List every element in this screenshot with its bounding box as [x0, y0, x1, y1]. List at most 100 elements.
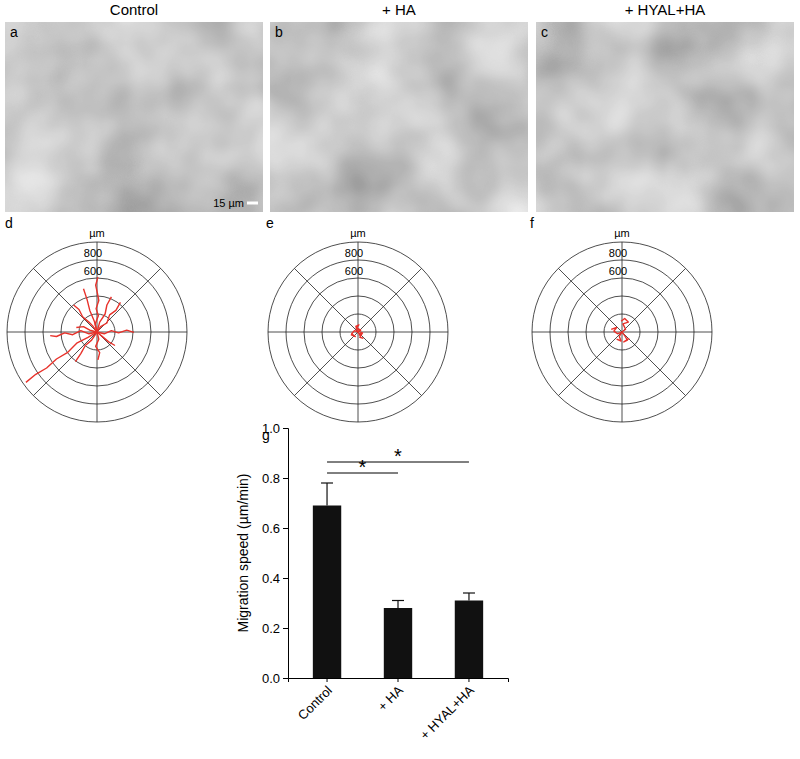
ring: [532, 242, 712, 422]
bar: [313, 506, 341, 679]
micrograph: [270, 22, 528, 212]
micrograph: [5, 22, 263, 212]
significance-label: *: [359, 456, 367, 478]
tick-label: 0.0: [262, 671, 280, 686]
ring-label: 600: [345, 265, 363, 277]
panel-title: + HYAL+HA: [625, 1, 706, 18]
error-cap: [392, 600, 404, 601]
unit-label: µm: [614, 227, 630, 239]
ring: [304, 278, 412, 386]
x-axis: Control + HA + HYAL+HA: [289, 678, 509, 743]
error-stem: [397, 601, 398, 609]
error-bar: [463, 593, 475, 601]
tick: 0.2: [262, 621, 288, 636]
panel-letter: c: [541, 24, 548, 40]
track: [95, 277, 99, 332]
track: [50, 331, 97, 337]
bar-chart: 0.00.20.40.60.81.0Control+ HA+ HYAL+HA**…: [235, 421, 509, 743]
track: [622, 332, 629, 342]
tracks: [611, 319, 629, 342]
track: [97, 302, 120, 332]
ring: [43, 278, 151, 386]
ring: [268, 242, 448, 422]
error-bar: [392, 601, 404, 609]
ring-label: 600: [84, 265, 102, 277]
track: [621, 319, 628, 333]
track: [358, 332, 363, 338]
track: [355, 325, 359, 332]
significance-label: *: [394, 445, 402, 467]
tick-mark: [327, 678, 328, 682]
track: [351, 331, 358, 337]
unit-label: µm: [350, 227, 366, 239]
track: [76, 327, 97, 332]
tick-label: 0.2: [262, 621, 280, 636]
spoke: [558, 268, 685, 395]
ring: [568, 278, 676, 386]
tick-mark: [283, 628, 288, 629]
y-axis: 0.00.20.40.60.81.0: [262, 421, 289, 686]
tick-label: + HYAL+HA: [417, 683, 477, 743]
spoke: [33, 268, 160, 395]
ring: [586, 296, 658, 368]
track: [84, 289, 98, 332]
error-cap: [321, 482, 333, 483]
y-axis-title: Migration speed (µm/min): [235, 473, 251, 632]
ring-label: 600: [609, 265, 627, 277]
scale-bar-label: 15 µm: [213, 197, 244, 209]
track: [611, 328, 622, 334]
track: [96, 332, 100, 360]
polar-plot: [268, 242, 448, 422]
tick-mark: [468, 678, 469, 682]
panel-letter: g: [262, 427, 270, 443]
panel-letter: b: [275, 24, 283, 40]
bar: [384, 608, 412, 678]
scale-bar: [247, 202, 258, 205]
ring: [7, 242, 187, 422]
tick-mark: [398, 678, 399, 682]
panel-title: + HA: [382, 1, 416, 18]
tick-mark: [283, 478, 288, 479]
track: [97, 297, 111, 332]
tick: + HA: [375, 678, 407, 714]
track: [75, 332, 97, 362]
ring: [604, 314, 640, 350]
ring: [322, 296, 394, 368]
ring: [25, 260, 169, 404]
unit-label: µm: [89, 227, 105, 239]
tick-mark: [283, 678, 288, 679]
panel-letter: d: [5, 215, 13, 231]
ring-label: 800: [609, 247, 627, 259]
track: [617, 332, 622, 341]
ring: [286, 260, 430, 404]
tick-mark: [283, 528, 288, 529]
ring: [340, 314, 376, 350]
tracks: [351, 325, 364, 339]
tick-label: Control: [295, 683, 335, 723]
tracks: [26, 277, 134, 382]
tick-label: 0.6: [262, 521, 280, 536]
track: [97, 332, 115, 346]
tick: 0.4: [262, 571, 288, 586]
spoke: [294, 268, 421, 395]
ring-label: 800: [84, 247, 102, 259]
tick: 0.6: [262, 521, 288, 536]
tick: 0.0: [262, 671, 288, 686]
ring: [550, 260, 694, 404]
marks: [313, 483, 483, 678]
error-stem: [326, 483, 327, 506]
axis-line: [283, 429, 289, 679]
panel-letter: e: [266, 215, 274, 231]
panel-letter: f: [530, 215, 534, 231]
track: [26, 332, 97, 382]
ring-label: 800: [345, 247, 363, 259]
tick-label: + HA: [375, 683, 407, 715]
tick-label: 0.8: [262, 471, 280, 486]
error-bar: [321, 483, 333, 506]
polar-plot: [7, 242, 187, 422]
tick: + HYAL+HA: [417, 678, 477, 743]
micrograph: [536, 22, 794, 212]
panel-letter: a: [10, 24, 18, 40]
tick-mark: [283, 428, 288, 429]
error-stem: [468, 593, 469, 601]
